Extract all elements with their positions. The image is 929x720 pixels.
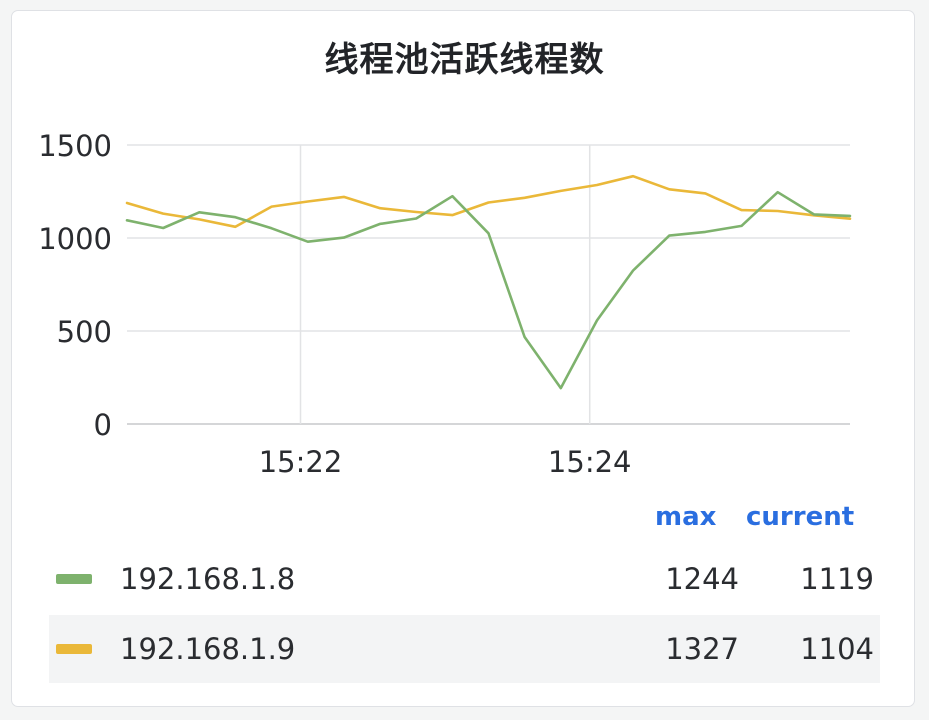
series-line-192-168-1-8[interactable] (125, 190, 852, 390)
legend-current-value: 1119 (800, 562, 874, 596)
legend-series-name[interactable]: 192.168.1.8 (120, 562, 296, 596)
x-axis-ticks: 15:22 15:24 (259, 445, 632, 479)
y-tick-label: 1000 (38, 222, 112, 256)
y-tick-label: 0 (94, 408, 112, 442)
x-tick-label: 15:24 (548, 445, 632, 479)
chart-title: 线程池活跃线程数 (324, 40, 605, 80)
legend-max-value: 1244 (665, 562, 739, 596)
line-chart: 0 500 1000 1500 15:22 15:24 (38, 129, 852, 479)
x-tick-label: 15:22 (259, 445, 343, 479)
chart-panel (11, 10, 915, 707)
legend-swatch (56, 574, 92, 584)
legend-max-value: 1327 (665, 632, 739, 666)
legend-row-192-168-1-8[interactable]: 192.168.1.8 1244 1119 (49, 545, 880, 613)
y-tick-label: 1500 (38, 129, 112, 163)
grid-lines (127, 144, 850, 425)
legend-series-name[interactable]: 192.168.1.9 (120, 632, 296, 666)
legend-row-192-168-1-9[interactable]: 192.168.1.9 1327 1104 (49, 615, 880, 683)
series-line-192-168-1-9[interactable] (125, 174, 852, 229)
y-axis-ticks: 0 500 1000 1500 (38, 129, 112, 442)
legend-current-value: 1104 (800, 632, 874, 666)
legend-swatch (56, 644, 92, 654)
legend-header-current[interactable]: current (746, 502, 855, 532)
legend-header-max[interactable]: max (655, 502, 717, 532)
y-tick-label: 500 (57, 315, 112, 349)
series-lines (125, 174, 852, 390)
